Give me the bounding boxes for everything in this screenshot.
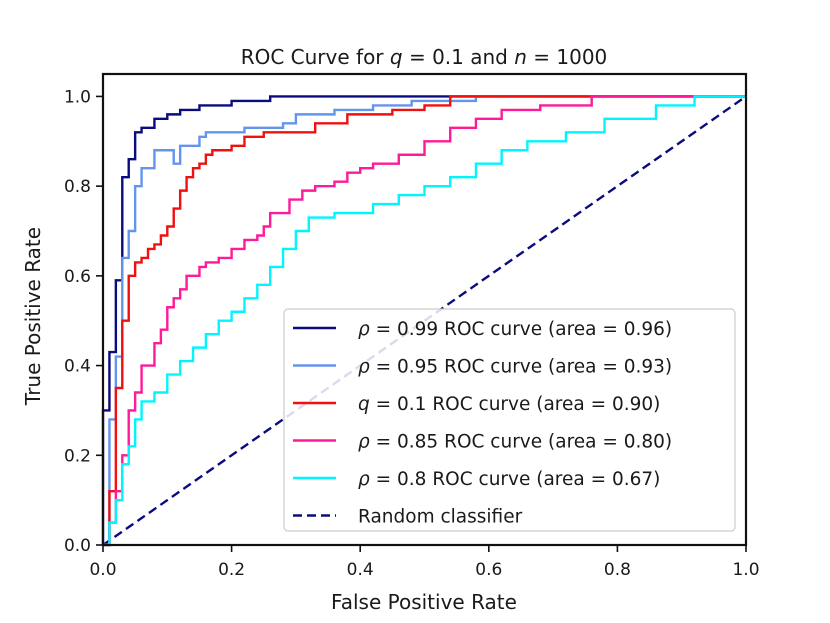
y-axis-ticks: 0.0 0.2 0.4 0.6 0.8 1.0 xyxy=(64,87,103,556)
y-tick-label: 0.2 xyxy=(64,446,91,466)
legend-label: ρ = 0.8 ROC curve (area = 0.67) xyxy=(358,469,660,490)
plot-border xyxy=(101,72,748,547)
x-axis-label: False Positive Rate xyxy=(331,590,517,614)
x-tick-label: 0.0 xyxy=(89,560,116,580)
y-tick-label: 0.0 xyxy=(64,536,91,556)
series-line-4 xyxy=(103,95,746,547)
series-line-3 xyxy=(103,95,746,547)
x-axis-ticks: 0.0 0.2 0.4 0.6 0.8 1.0 xyxy=(89,545,760,580)
y-tick-label: 0.6 xyxy=(64,267,91,287)
series-layer xyxy=(101,95,747,547)
y-tick-label: 1.0 xyxy=(64,87,91,107)
x-tick-label: 1.0 xyxy=(732,560,759,580)
y-tick-label: 0.8 xyxy=(64,177,91,197)
series-line-0 xyxy=(101,95,746,545)
chart-title: ROC Curve for q = 0.1 and n = 1000 xyxy=(241,45,608,69)
legend-box xyxy=(283,308,736,532)
legend: ρ = 0.99 ROC curve (area = 0.96) ρ = 0.95… xyxy=(283,308,736,532)
legend-label: ρ = 0.85 ROC curve (area = 0.80) xyxy=(358,432,672,453)
x-tick-label: 0.8 xyxy=(604,560,631,580)
y-axis-label: True Positive Rate xyxy=(21,227,45,406)
x-tick-label: 0.2 xyxy=(218,560,245,580)
legend-label: ρ = 0.95 ROC curve (area = 0.93) xyxy=(358,357,672,378)
x-tick-label: 0.6 xyxy=(475,560,502,580)
legend-label: Random classifier xyxy=(358,507,523,528)
series-line-1 xyxy=(103,95,746,547)
y-tick-label: 0.4 xyxy=(64,357,91,377)
x-tick-label: 0.4 xyxy=(347,560,374,580)
series-line-2 xyxy=(103,95,746,547)
legend-label: q = 0.1 ROC curve (area = 0.90) xyxy=(358,394,660,415)
legend-label: ρ = 0.99 ROC curve (area = 0.96) xyxy=(358,319,672,340)
